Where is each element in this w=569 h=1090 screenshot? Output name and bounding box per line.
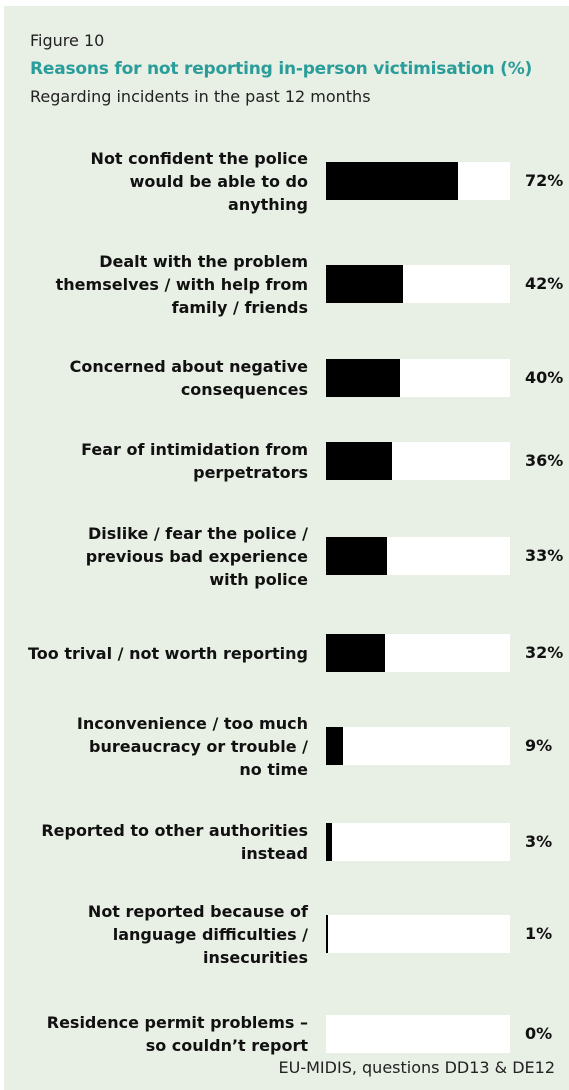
data-label: 0% <box>525 1024 553 1043</box>
bar-track <box>326 1015 510 1053</box>
bar-track <box>326 162 510 200</box>
category-label-line: Residence permit problems – <box>46 1013 308 1032</box>
bar-track <box>326 915 510 953</box>
category-label-line: insecurities <box>202 947 308 967</box>
data-label: 72% <box>525 171 564 190</box>
category-label: Residence permit problems – so couldn’t r… <box>8 1011 308 1057</box>
category-label-line: Inconvenience / too much <box>76 713 308 733</box>
category-label-line: Concerned about negative <box>69 357 308 376</box>
category-label-line: Reported to other authorities <box>41 821 308 840</box>
category-label-line: perpetrators <box>193 463 308 482</box>
bar-track <box>326 823 510 861</box>
category-label-line: consequences <box>180 380 308 399</box>
chart-title: Reasons for not reporting in-person vict… <box>30 59 533 79</box>
category-label-line: family / friends <box>171 297 308 317</box>
bar <box>326 915 328 953</box>
bar <box>326 162 459 200</box>
category-label-line: previous bad experience <box>85 546 308 566</box>
bar <box>326 634 385 672</box>
category-label-line: so couldn’t report <box>145 1036 308 1055</box>
category-label: Dislike / fear the police / previous bad … <box>8 522 308 591</box>
bar <box>326 823 332 861</box>
category-label-line: Dislike / fear the police / <box>88 523 308 543</box>
bar <box>326 442 393 480</box>
category-label-line: Not confident the police <box>90 148 308 168</box>
category-label-line: anything <box>228 194 308 214</box>
data-label: 36% <box>525 451 564 470</box>
bar-track <box>326 634 510 672</box>
category-label: Reported to other authorities instead <box>8 819 308 865</box>
category-label: Fear of intimidation from perpetrators <box>8 438 308 484</box>
category-label-line: would be able to do <box>129 171 308 191</box>
category-label-line: language difficulties / <box>112 924 308 944</box>
figure-label: Figure 10 <box>30 31 105 50</box>
data-label: 40% <box>525 368 564 387</box>
category-label: Inconvenience / too much bureaucracy or t… <box>8 712 308 781</box>
category-label-line: instead <box>240 844 308 863</box>
category-label-line: bureaucracy or trouble / <box>88 736 308 756</box>
category-label-line: with police <box>209 569 308 589</box>
data-label: 3% <box>525 832 553 851</box>
bar-track <box>326 442 510 480</box>
category-label-line: Fear of intimidation from <box>81 440 308 459</box>
data-label: 33% <box>525 546 564 565</box>
data-label: 42% <box>525 274 564 293</box>
category-label: Not reported because of language difficul… <box>8 900 308 969</box>
category-label-line: Not reported because of <box>87 901 308 921</box>
bar-track <box>326 359 510 397</box>
data-label: 9% <box>525 736 553 755</box>
bar-track <box>326 265 510 303</box>
data-label: 32% <box>525 643 564 662</box>
data-label: 1% <box>525 924 553 943</box>
category-label: Concerned about negative consequences <box>8 355 308 401</box>
bar <box>326 537 387 575</box>
bar <box>326 359 400 397</box>
category-label-line: Dealt with the problem <box>99 251 308 271</box>
bar <box>326 727 343 765</box>
category-label-line: Too trival / not worth reporting <box>28 643 308 663</box>
source-note: EU-MIDIS, questions DD13 & DE12 <box>278 1058 555 1077</box>
chart-subtitle: Regarding incidents in the past 12 month… <box>30 87 371 106</box>
category-label: Too trival / not worth reporting <box>8 642 308 665</box>
category-label: Not confident the police would be able to… <box>8 147 308 216</box>
category-label: Dealt with the problem themselves / with … <box>8 250 308 319</box>
category-label-line: no time <box>239 759 308 779</box>
bar-track <box>326 537 510 575</box>
category-label-line: themselves / with help from <box>55 274 308 294</box>
bar <box>326 265 404 303</box>
bar-track <box>326 727 510 765</box>
